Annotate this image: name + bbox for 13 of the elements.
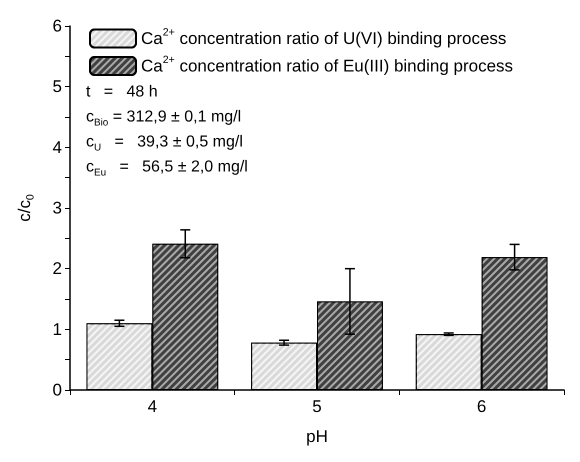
y-tick-label: 3 <box>52 198 62 218</box>
y-tick-label: 0 <box>52 380 62 400</box>
x-axis-title: pH <box>306 427 328 446</box>
y-tick-label: 5 <box>52 77 62 96</box>
x-tick-label: 6 <box>476 397 486 416</box>
y-tick-label: 4 <box>52 138 62 157</box>
y-tick-label: 2 <box>52 259 62 278</box>
annotation: t = 48 h <box>86 84 158 100</box>
y-tick-label: 6 <box>52 16 62 36</box>
y-axis-title: c/c0 <box>15 194 36 222</box>
y-tick-label: 1 <box>52 320 62 339</box>
x-tick-label: 5 <box>312 397 322 416</box>
x-tick-label: 4 <box>148 397 158 416</box>
